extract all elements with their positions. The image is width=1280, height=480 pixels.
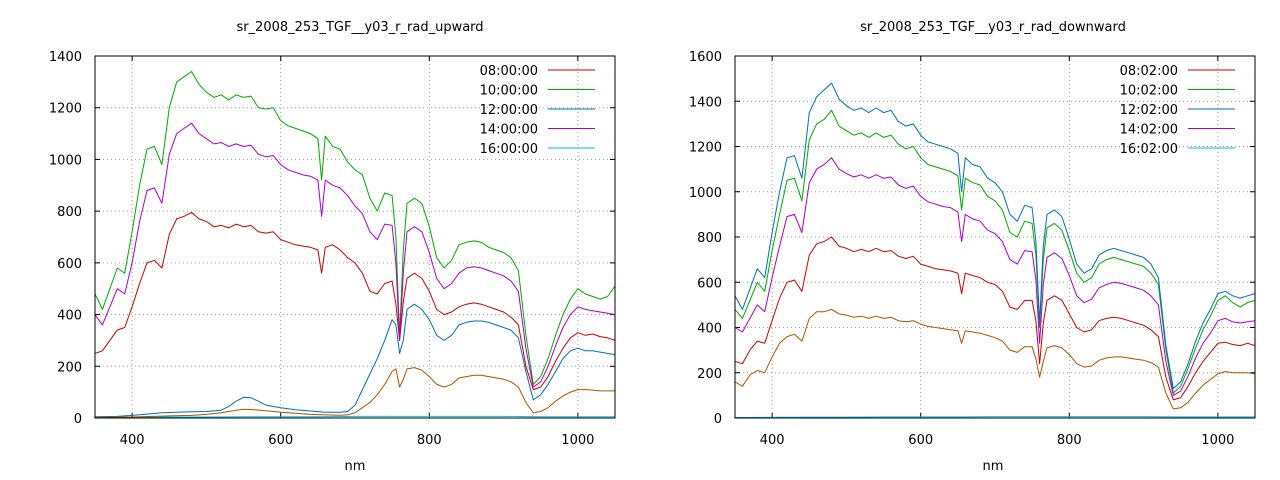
legend-label: 12:02:00 xyxy=(1120,103,1178,118)
y-tick-label: 0 xyxy=(74,412,82,427)
series-line-100000 xyxy=(95,71,615,385)
legend-label: 10:02:00 xyxy=(1120,84,1178,99)
y-tick-label: 600 xyxy=(57,257,82,272)
y-tick-label: 1400 xyxy=(689,95,722,110)
series-line-100200 xyxy=(735,109,1255,394)
x-tick-label: 1000 xyxy=(1201,433,1234,448)
plot-frame xyxy=(734,55,1256,419)
legend-label: 12:00:00 xyxy=(480,103,538,118)
legend-label: 08:00:00 xyxy=(480,64,538,79)
x-axis-label: nm xyxy=(345,459,366,474)
series-line-120000 xyxy=(95,303,615,418)
y-tick-label: 1000 xyxy=(49,153,82,168)
x-tick-label: 400 xyxy=(760,433,785,448)
series-line-160000 xyxy=(95,415,615,418)
chart-title: sr_2008_253_TGF__y03_r_rad_upward xyxy=(236,20,483,35)
series-line-160200 xyxy=(735,416,1255,418)
series-line-unlabeled xyxy=(735,308,1255,410)
x-tick-label: 600 xyxy=(268,433,293,448)
y-tick-label: 200 xyxy=(697,367,722,382)
y-tick-label: 400 xyxy=(57,309,82,324)
legend-label: 08:02:00 xyxy=(1120,64,1178,79)
series-group xyxy=(735,82,1255,418)
series-line-140200 xyxy=(735,157,1255,396)
plot-frame xyxy=(94,55,616,419)
legend-label: 14:02:00 xyxy=(1120,123,1178,138)
y-tick-label: 0 xyxy=(714,412,722,427)
y-tick-label: 1200 xyxy=(689,141,722,156)
x-tick-label: 800 xyxy=(417,433,442,448)
x-axis-label: nm xyxy=(983,459,1004,474)
series-line-120200 xyxy=(735,82,1255,390)
series-line-140000 xyxy=(95,122,615,388)
y-tick-label: 600 xyxy=(697,276,722,291)
x-tick-label: 1000 xyxy=(561,433,594,448)
legend-label: 10:00:00 xyxy=(480,84,538,99)
y-tick-label: 200 xyxy=(57,360,82,375)
series-line-080000 xyxy=(95,211,615,391)
y-tick-label: 800 xyxy=(697,231,722,246)
y-tick-label: 400 xyxy=(697,322,722,337)
y-tick-label: 1400 xyxy=(49,50,82,65)
legend-label: 14:00:00 xyxy=(480,123,538,138)
chart-title: sr_2008_253_TGF__y03_r_rad_downward xyxy=(860,20,1126,35)
x-tick-label: 800 xyxy=(1057,433,1082,448)
x-tick-label: 400 xyxy=(120,433,145,448)
y-tick-label: 800 xyxy=(57,205,82,220)
legend-label: 16:00:00 xyxy=(480,142,538,157)
y-tick-label: 1000 xyxy=(689,186,722,201)
downward-radiance-chart: sr_2008_253_TGF__y03_r_rad_downward 0 200 4… xyxy=(689,20,1256,474)
y-tick-label: 1200 xyxy=(49,102,82,117)
series-line-unlabeled xyxy=(95,367,615,418)
series-group xyxy=(95,71,615,418)
series-line-080200 xyxy=(735,236,1255,401)
x-tick-label: 600 xyxy=(908,433,933,448)
upward-radiance-chart: sr_2008_253_TGF__y03_r_rad_upward 0 200 400… xyxy=(49,20,616,474)
legend-label: 16:02:00 xyxy=(1120,142,1178,157)
y-tick-label: 1600 xyxy=(689,50,722,65)
